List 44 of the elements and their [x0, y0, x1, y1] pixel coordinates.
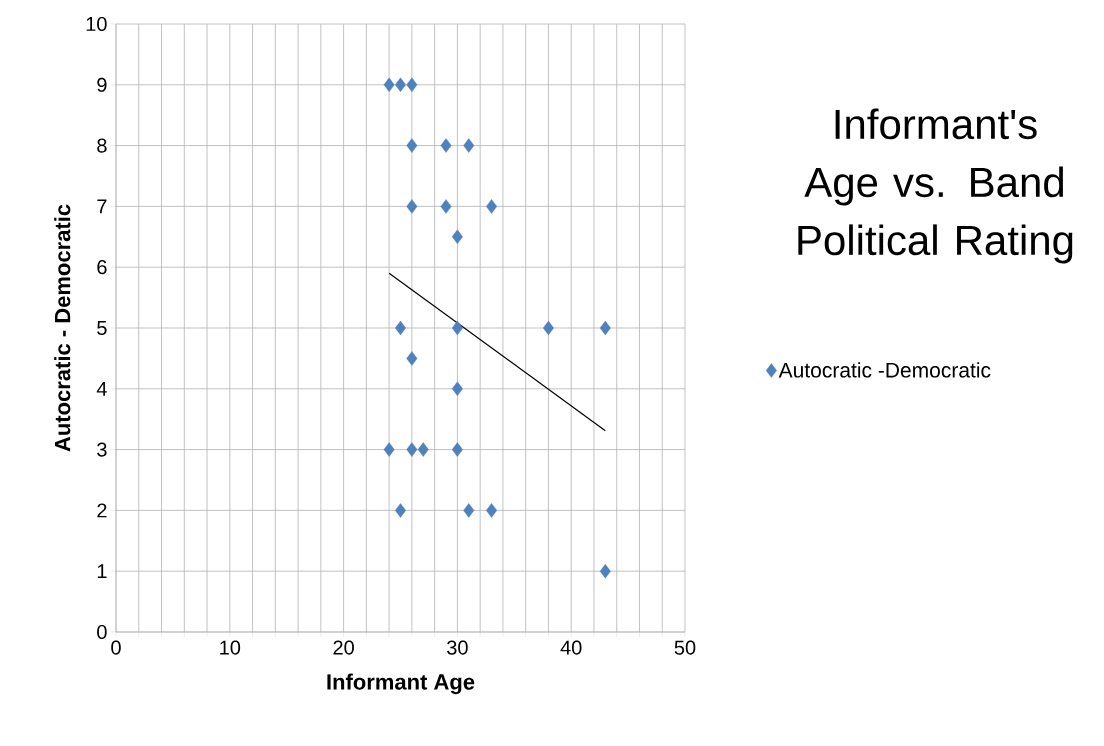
point — [406, 138, 418, 153]
point — [451, 442, 463, 457]
y-tick-label: 2 — [97, 503, 107, 518]
point — [451, 381, 463, 396]
point — [451, 320, 463, 336]
legend-label: Autocratic -Democratic — [778, 362, 991, 378]
point — [395, 503, 406, 518]
x-tick-label: 10 — [220, 640, 241, 655]
x-tick-label: 50 — [674, 640, 696, 655]
y-tick-label: 5 — [97, 321, 107, 335]
x-tick-label: 20 — [333, 640, 354, 655]
y-tick-label: 3 — [97, 442, 107, 457]
y-tick-label: 0 — [97, 624, 107, 640]
point — [599, 320, 611, 336]
point — [406, 77, 418, 92]
point — [383, 77, 395, 92]
point — [599, 563, 611, 579]
x-axis-title: Informant Age — [327, 673, 475, 695]
y-tick-label: 1 — [97, 564, 107, 579]
x-tick-label: 0 — [111, 640, 121, 655]
point — [417, 442, 429, 457]
x-tick-label: 30 — [447, 640, 468, 655]
y-tick-label: 10 — [86, 16, 107, 32]
point — [406, 351, 418, 366]
point — [395, 77, 406, 92]
point — [440, 138, 452, 153]
y-tick-label: 9 — [97, 77, 107, 92]
point — [463, 138, 475, 153]
text: Informant's Age vs. Band Political Rating — [798, 108, 1073, 264]
point — [486, 199, 497, 214]
point — [440, 199, 452, 214]
point — [406, 442, 418, 457]
point — [542, 320, 554, 336]
y-tick-label: 8 — [97, 138, 107, 153]
point — [486, 503, 497, 518]
x-tick-label: 40 — [560, 640, 582, 655]
y-tick-label: 6 — [97, 260, 107, 275]
point — [463, 503, 475, 518]
y-axis-title: Autocratic - Democratic — [54, 204, 71, 452]
point — [406, 199, 418, 214]
point — [383, 442, 395, 457]
point — [451, 229, 463, 244]
y-tick-label: 7 — [97, 199, 107, 214]
y-tick-label: 4 — [96, 381, 107, 396]
